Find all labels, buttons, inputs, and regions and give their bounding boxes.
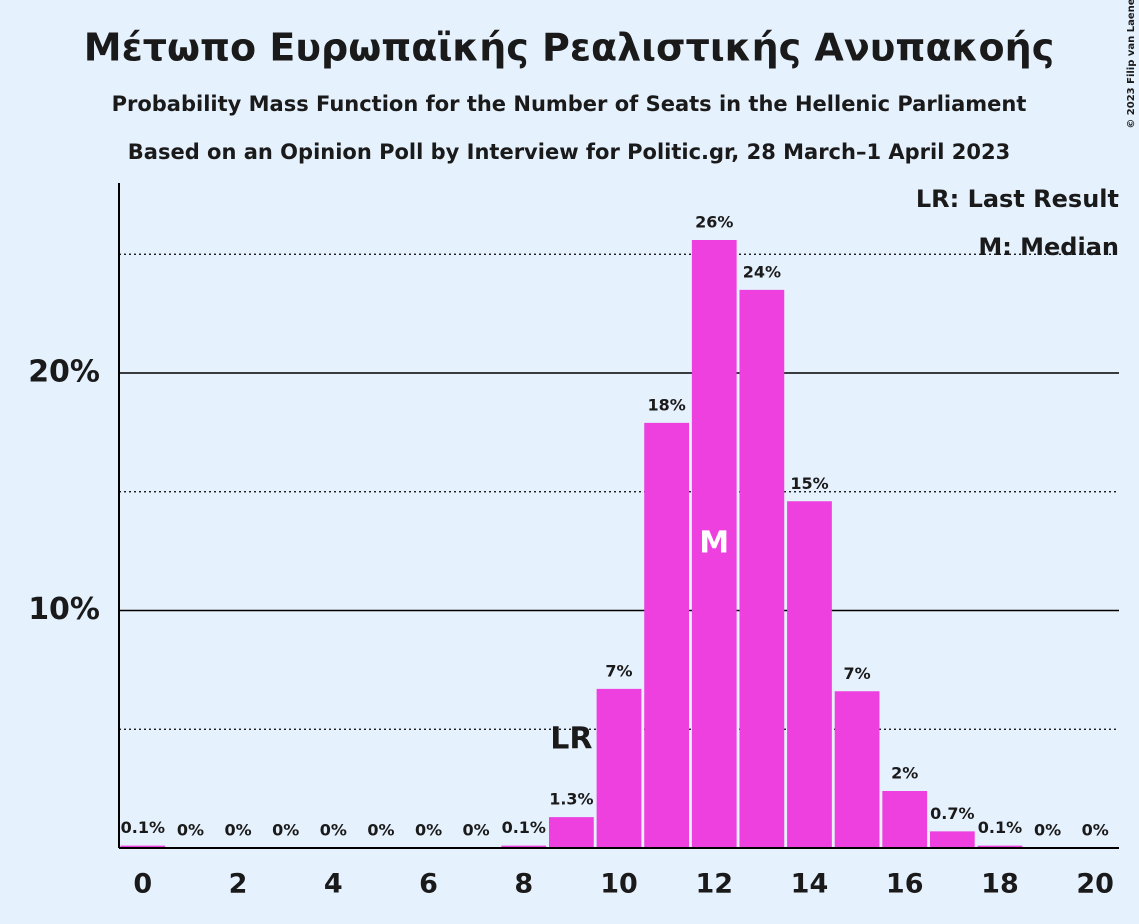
x-tick-label: 20 [1076, 869, 1114, 900]
value-label: 0% [177, 821, 204, 840]
x-tick-label: 6 [419, 869, 438, 900]
bar [549, 817, 594, 848]
bar [691, 240, 737, 848]
value-label: 0.7% [930, 804, 974, 823]
value-label: 0.1% [502, 818, 546, 837]
value-label: 15% [790, 474, 828, 493]
x-tick-label: 0 [133, 869, 152, 900]
value-label: 26% [695, 213, 733, 232]
x-tick-label: 4 [324, 869, 343, 900]
bar [120, 845, 166, 848]
value-label: 2% [891, 764, 918, 783]
legend-entry: M: Median [978, 233, 1119, 261]
bar [501, 845, 547, 848]
x-tick-label: 2 [229, 869, 248, 900]
annotation: M [699, 526, 729, 561]
x-tick-label: 12 [695, 869, 733, 900]
x-tick-label: 16 [886, 869, 924, 900]
legend-entry: LR: Last Result [916, 185, 1119, 213]
copyright: © 2023 Filip van Laenen [1126, 0, 1137, 129]
bar [977, 845, 1023, 848]
value-label: 0% [415, 821, 442, 840]
value-label: 24% [743, 262, 781, 281]
value-label: 0% [367, 821, 394, 840]
value-label: 18% [647, 395, 685, 414]
bar [929, 831, 975, 848]
bar [787, 501, 832, 848]
y-tick-label: 20% [28, 355, 100, 390]
value-label: 0.1% [121, 818, 165, 837]
value-label: 7% [844, 664, 871, 683]
bar [739, 289, 785, 848]
x-tick-label: 18 [981, 869, 1019, 900]
x-tick-label: 14 [791, 869, 829, 900]
value-label: 0% [224, 821, 251, 840]
annotation: LR [550, 722, 592, 757]
bar [882, 791, 928, 848]
chart-subtitle: Probability Mass Function for the Number… [112, 92, 1027, 116]
x-tick-label: 10 [600, 869, 638, 900]
bar [644, 422, 689, 848]
value-label: 0% [1034, 821, 1061, 840]
value-label: 7% [605, 661, 632, 680]
value-label: 0% [320, 821, 347, 840]
bar [596, 688, 642, 848]
chart-title: Μέτωπο Ευρωπαϊκής Ρεαλιστικής Ανυπακοής [84, 26, 1054, 70]
chart-subtitle: Based on an Opinion Poll by Interview fo… [128, 140, 1010, 164]
x-tick-label: 8 [514, 869, 533, 900]
value-label: 1.3% [549, 790, 593, 809]
value-label: 0% [463, 821, 490, 840]
bar [834, 691, 880, 848]
value-label: 0% [272, 821, 299, 840]
value-label: 0% [1082, 821, 1109, 840]
y-tick-label: 10% [28, 592, 100, 627]
value-label: 0.1% [978, 818, 1022, 837]
